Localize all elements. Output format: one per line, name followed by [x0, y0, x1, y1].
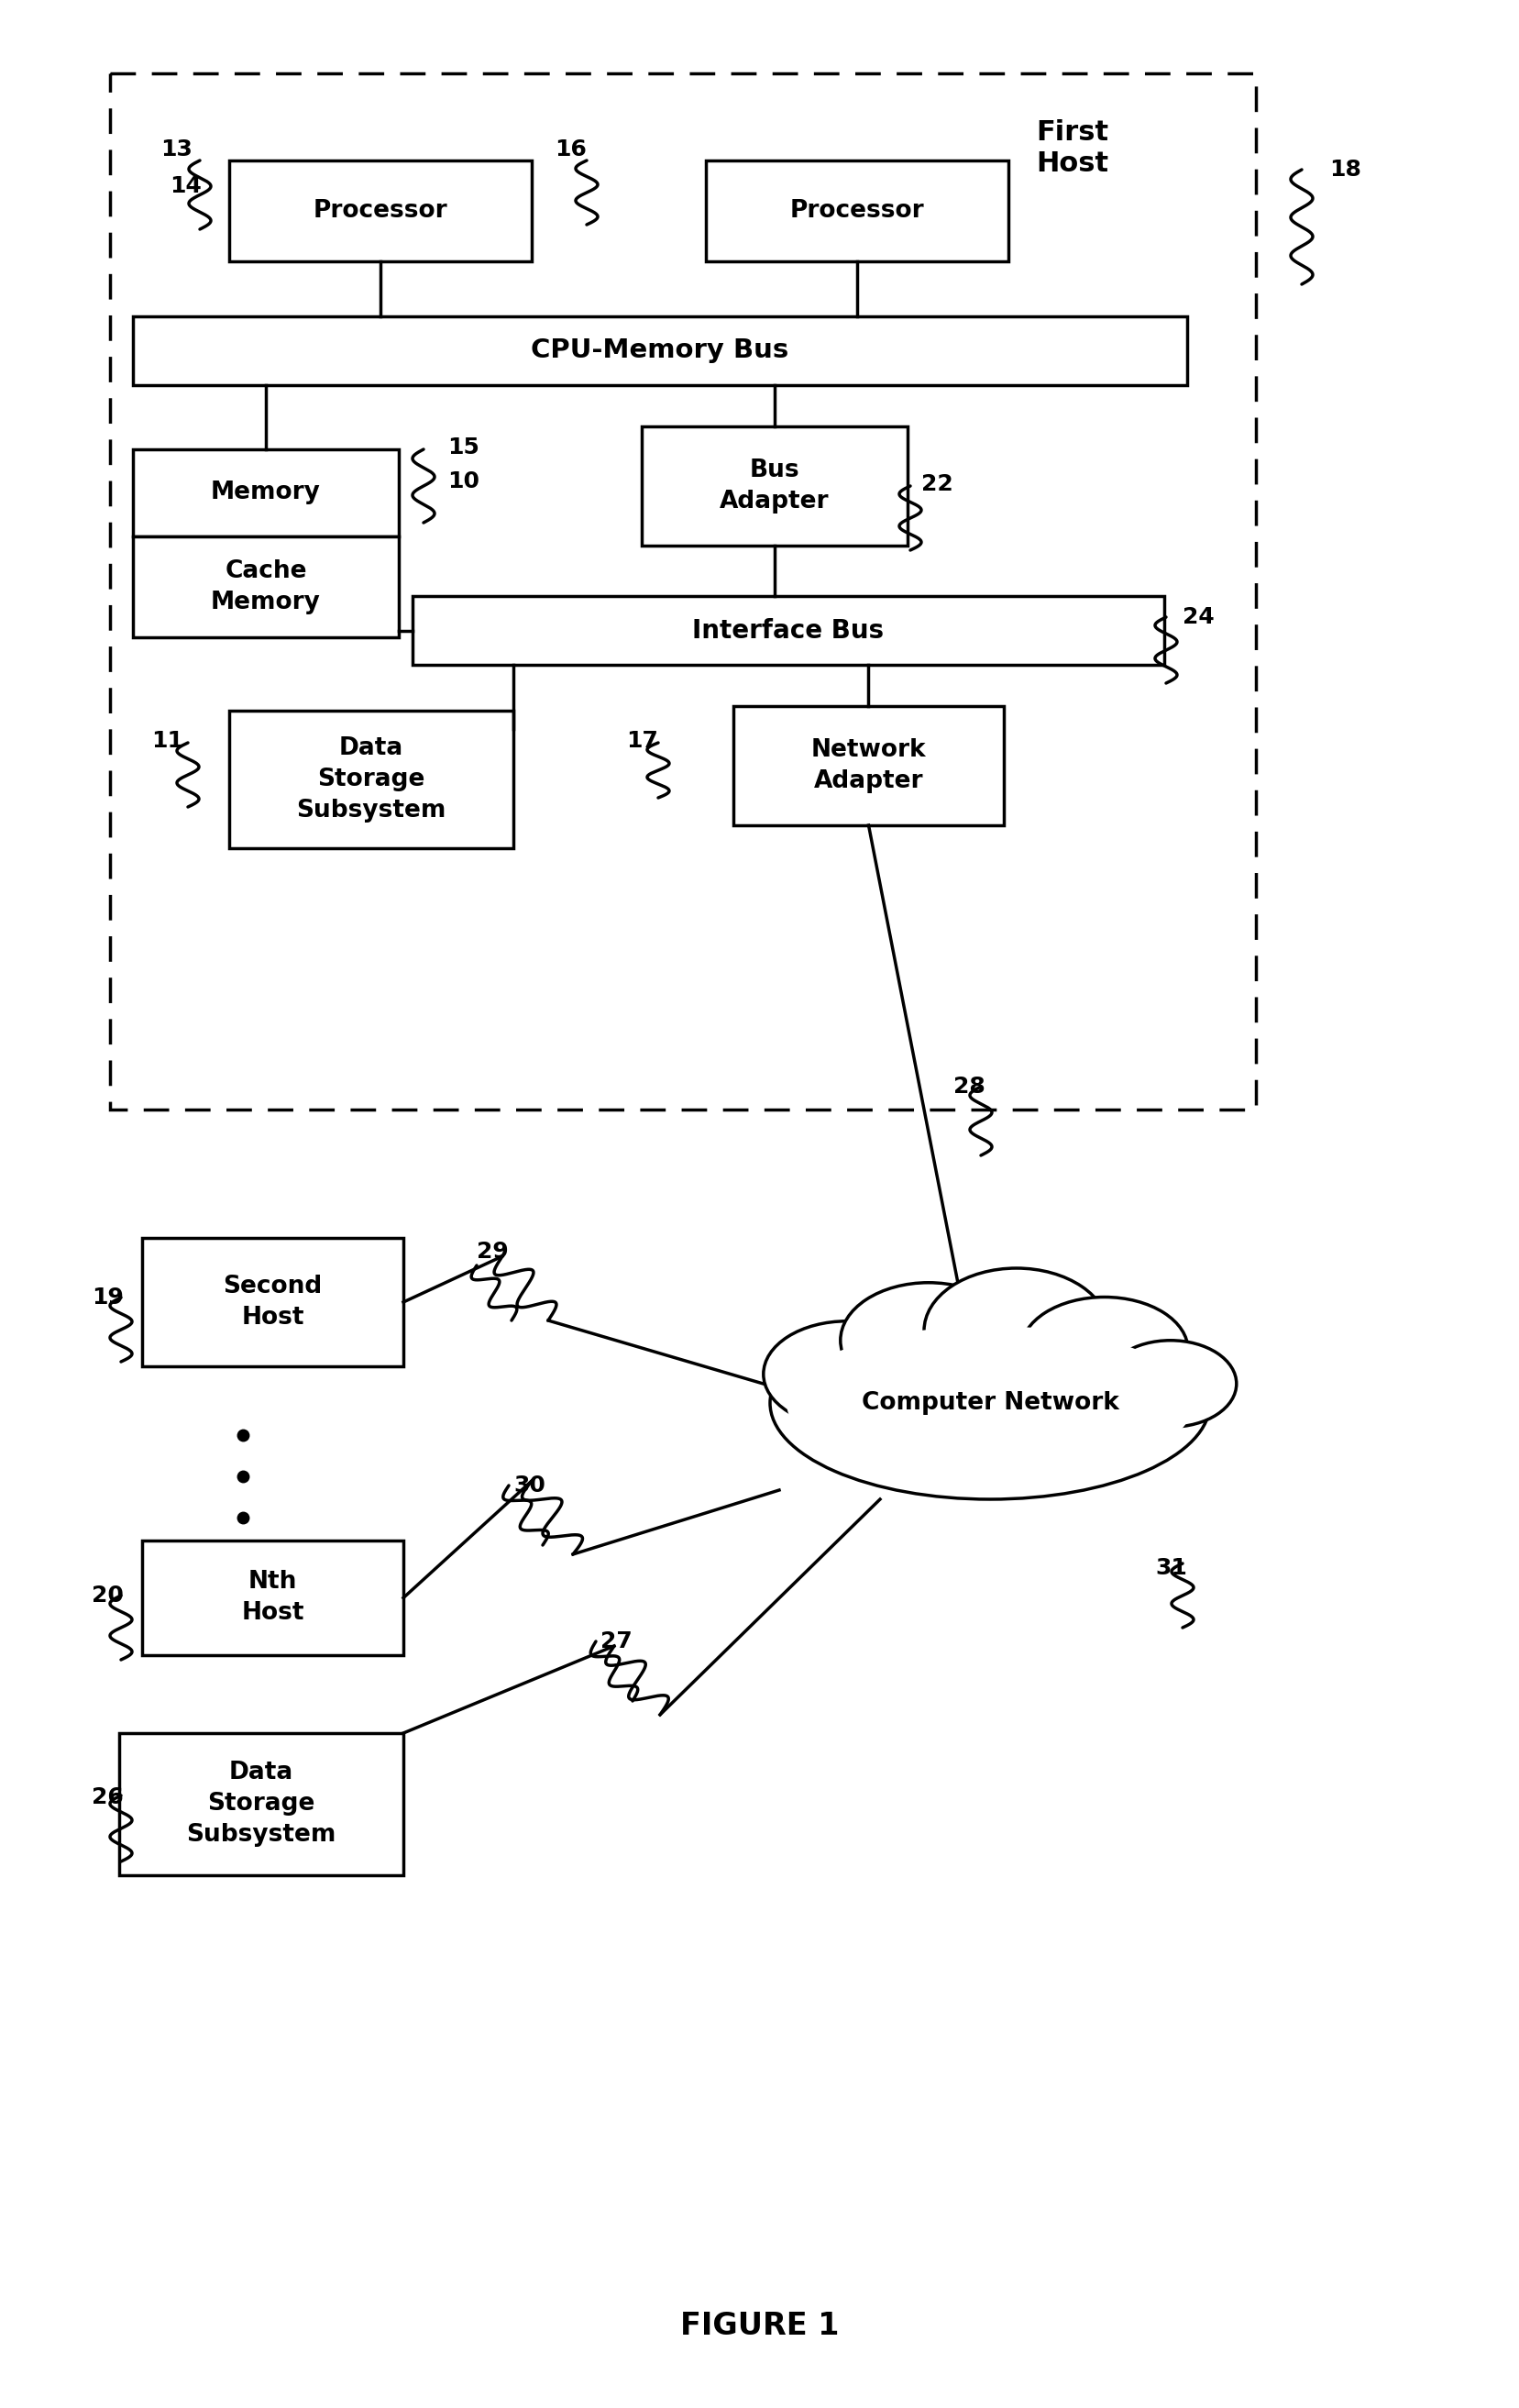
Text: Cache
Memory: Cache Memory: [211, 559, 321, 614]
Text: Nth
Host: Nth Host: [242, 1570, 304, 1625]
Text: Data
Storage
Subsystem: Data Storage Subsystem: [187, 1760, 336, 1847]
Text: Interface Bus: Interface Bus: [693, 616, 884, 643]
Text: Second
Host: Second Host: [223, 1274, 322, 1329]
Ellipse shape: [840, 1283, 1016, 1399]
Text: 16: 16: [554, 140, 586, 161]
FancyBboxPatch shape: [705, 161, 1007, 262]
FancyBboxPatch shape: [229, 161, 532, 262]
Text: Processor: Processor: [790, 200, 924, 224]
Text: 24: 24: [1182, 607, 1214, 628]
Ellipse shape: [1021, 1298, 1188, 1404]
Text: 14: 14: [170, 176, 202, 197]
Ellipse shape: [924, 1269, 1109, 1394]
Text: 15: 15: [447, 436, 478, 458]
FancyBboxPatch shape: [229, 710, 513, 848]
FancyBboxPatch shape: [641, 426, 907, 547]
Text: 17: 17: [626, 730, 658, 751]
Text: Processor: Processor: [313, 200, 448, 224]
FancyBboxPatch shape: [734, 706, 1003, 826]
FancyBboxPatch shape: [141, 1238, 403, 1365]
Text: 20: 20: [91, 1584, 123, 1606]
Text: 27: 27: [600, 1630, 632, 1652]
Text: 30: 30: [513, 1474, 545, 1495]
FancyBboxPatch shape: [141, 1541, 403, 1654]
FancyBboxPatch shape: [132, 315, 1186, 385]
Text: Memory: Memory: [211, 482, 321, 506]
Text: 22: 22: [921, 472, 952, 496]
Text: Computer Network: Computer Network: [861, 1392, 1118, 1416]
Text: First
Host: First Host: [1036, 120, 1109, 176]
FancyBboxPatch shape: [132, 450, 398, 537]
Text: 10: 10: [447, 470, 478, 491]
Text: 11: 11: [152, 730, 184, 751]
FancyBboxPatch shape: [118, 1734, 403, 1876]
FancyBboxPatch shape: [109, 72, 1255, 1110]
FancyBboxPatch shape: [412, 597, 1164, 665]
Text: 13: 13: [161, 140, 193, 161]
FancyBboxPatch shape: [132, 537, 398, 638]
Text: 18: 18: [1329, 159, 1361, 181]
Text: CPU-Memory Bus: CPU-Memory Bus: [530, 337, 788, 364]
Text: Network
Adapter: Network Adapter: [811, 739, 925, 792]
Text: 19: 19: [91, 1286, 123, 1308]
Text: 29: 29: [477, 1240, 509, 1262]
Ellipse shape: [770, 1308, 1209, 1500]
Text: Data
Storage
Subsystem: Data Storage Subsystem: [296, 737, 447, 824]
Text: 26: 26: [91, 1787, 123, 1808]
Text: Bus
Adapter: Bus Adapter: [720, 458, 829, 513]
Text: 31: 31: [1154, 1558, 1186, 1580]
Ellipse shape: [785, 1327, 1192, 1481]
Ellipse shape: [1104, 1341, 1236, 1428]
Text: FIGURE 1: FIGURE 1: [681, 2309, 838, 2341]
Text: 28: 28: [952, 1076, 984, 1098]
Ellipse shape: [763, 1322, 930, 1428]
